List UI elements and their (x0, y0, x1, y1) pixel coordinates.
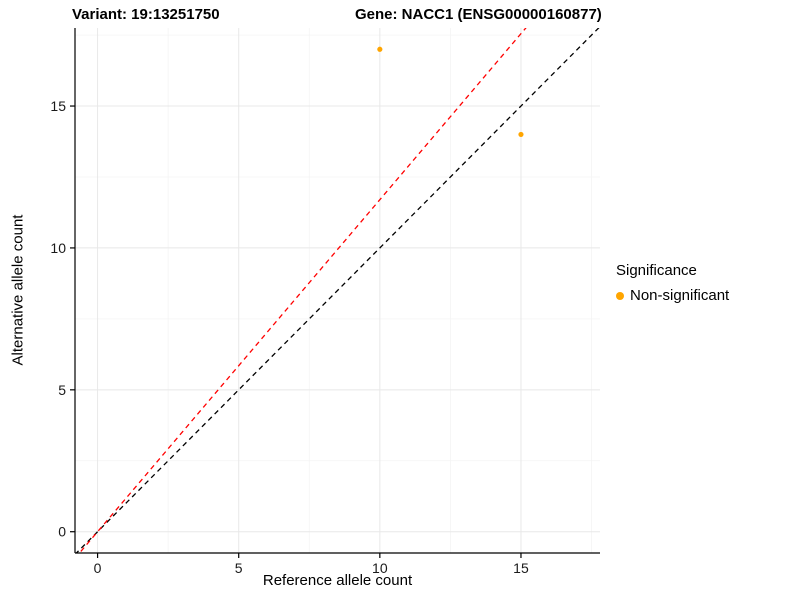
x-tick-label: 0 (94, 560, 102, 576)
legend-point-icon (616, 291, 624, 300)
data-point (377, 46, 383, 52)
plot-title-variant: Variant: 19:13251750 (72, 6, 220, 23)
x-tick-label: 15 (513, 560, 529, 576)
y-axis-label: Alternative allele count (9, 214, 27, 366)
legend-item-label: Non-significant (630, 287, 730, 304)
legend: Significance Non-significant (616, 262, 729, 304)
x-tick-label: 5 (235, 560, 243, 576)
y-tick-label: 0 (58, 524, 66, 540)
y-tick-label: 5 (58, 382, 66, 398)
legend-title: Significance (616, 262, 697, 279)
x-axis-label: Reference allele count (262, 572, 413, 589)
y-tick-label: 15 (50, 98, 66, 114)
legend-item-non-significant: Non-significant (616, 287, 729, 304)
y-tick-label: 10 (50, 240, 66, 256)
data-point (518, 131, 524, 138)
identity-line (75, 28, 600, 553)
x-tick-label: 10 (372, 560, 388, 576)
plot-title-gene: Gene: NACC1 (ENSG00000160877) (355, 6, 602, 23)
expected-ratio-line (78, 28, 527, 553)
